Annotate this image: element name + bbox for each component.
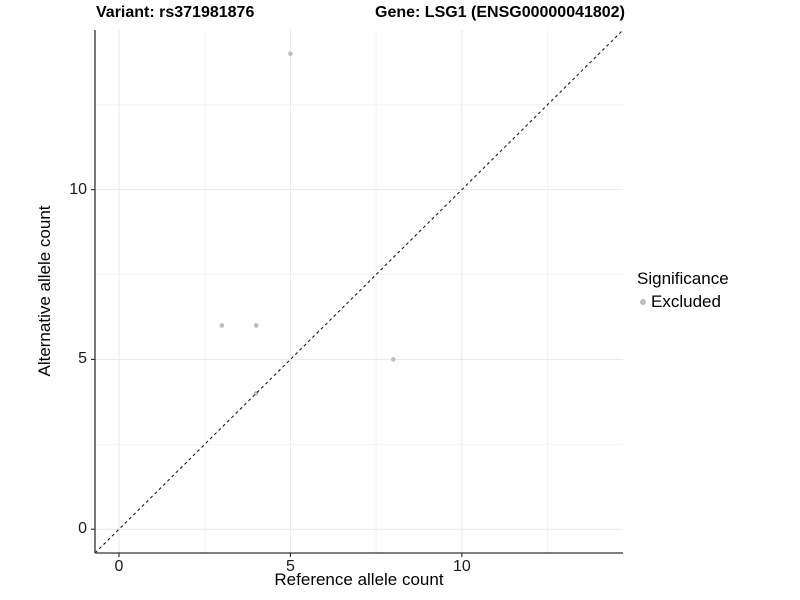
data-point: [253, 323, 259, 328]
y-axis-title: Alternative allele count: [35, 205, 54, 377]
legend-point-icon: [640, 299, 646, 305]
y-tick-label: 10: [69, 180, 87, 198]
x-tick-label: 10: [452, 558, 471, 575]
y-tick-label: 5: [78, 350, 87, 368]
legend-entry-label: Excluded: [651, 292, 721, 311]
data-point: [390, 357, 396, 362]
x-axis-title: Reference allele count: [274, 570, 444, 589]
legend: Significance Excluded: [637, 269, 729, 312]
x-tick-label: 0: [114, 558, 124, 575]
plot-title-variant: Variant: rs371981876: [96, 4, 255, 21]
data-point: [288, 51, 293, 57]
x-tick-label: 5: [285, 558, 295, 575]
data-point: [219, 323, 225, 328]
legend-title: Significance: [637, 269, 729, 288]
identity-line: [94, 29, 624, 554]
legend-entry-excluded: Excluded: [637, 292, 729, 312]
y-tick-label: 0: [78, 520, 87, 538]
plot-title-gene: Gene: LSG1 (ENSG00000041802): [375, 4, 625, 21]
